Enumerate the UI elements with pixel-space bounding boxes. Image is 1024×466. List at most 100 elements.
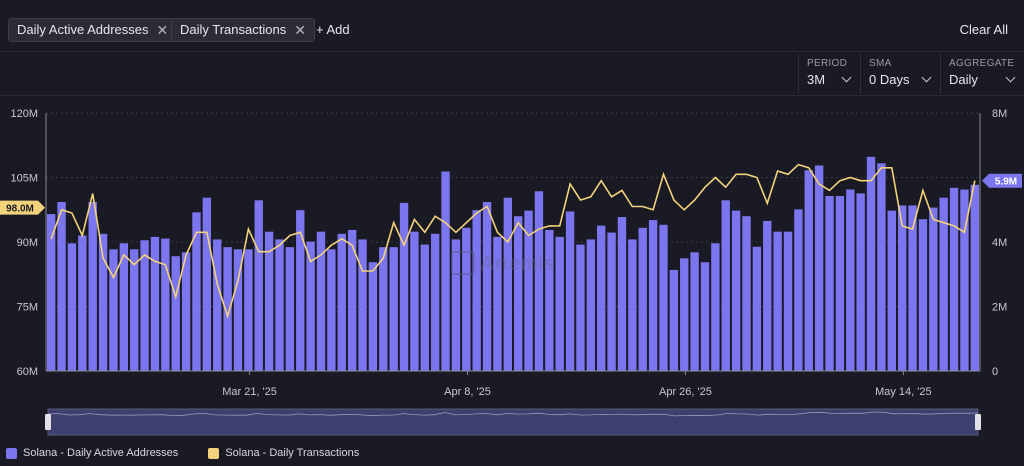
bar[interactable] — [171, 256, 180, 371]
bar[interactable] — [659, 224, 668, 371]
bar[interactable] — [960, 189, 969, 371]
bar[interactable] — [430, 233, 440, 371]
bar[interactable] — [98, 233, 108, 371]
bar[interactable] — [275, 239, 284, 371]
chip-daily-active-addresses[interactable]: Daily Active Addresses ✕ — [8, 18, 178, 42]
bar[interactable] — [119, 243, 129, 371]
bar[interactable] — [783, 231, 793, 371]
bar[interactable] — [472, 210, 481, 371]
bar[interactable] — [47, 214, 56, 371]
bar[interactable] — [690, 252, 699, 371]
bar[interactable] — [514, 216, 523, 371]
bar[interactable] — [410, 231, 419, 371]
legend-item-daily-transactions[interactable]: Solana - Daily Transactions — [208, 447, 359, 459]
bar[interactable] — [586, 239, 596, 371]
bar[interactable] — [721, 200, 730, 371]
bar[interactable] — [233, 249, 243, 371]
bar[interactable] — [327, 249, 336, 371]
bar[interactable] — [451, 239, 461, 371]
bar[interactable] — [856, 193, 865, 371]
bar[interactable] — [711, 243, 720, 371]
bar[interactable] — [254, 200, 263, 371]
bar[interactable] — [347, 229, 357, 371]
bar[interactable] — [140, 240, 149, 371]
bar[interactable] — [742, 216, 751, 371]
bar[interactable] — [534, 191, 544, 371]
bar[interactable] — [648, 220, 658, 371]
bar[interactable] — [296, 210, 305, 371]
bar[interactable] — [524, 210, 533, 371]
close-icon[interactable]: ✕ — [156, 22, 169, 38]
bar[interactable] — [109, 249, 118, 371]
bar[interactable] — [929, 207, 938, 371]
bar[interactable] — [161, 238, 170, 371]
navigator-left-handle[interactable] — [45, 414, 51, 430]
bar[interactable] — [949, 187, 959, 371]
bar[interactable] — [264, 231, 274, 371]
bar[interactable] — [482, 202, 492, 371]
bar[interactable] — [918, 219, 928, 371]
bar[interactable] — [887, 210, 896, 371]
aggregate-select[interactable]: AGGREGATE Daily — [940, 54, 1024, 94]
bar[interactable] — [57, 202, 66, 371]
bar[interactable] — [420, 244, 429, 371]
bar[interactable] — [462, 227, 471, 371]
bar[interactable] — [617, 217, 627, 371]
bar[interactable] — [78, 235, 87, 371]
bar[interactable] — [565, 211, 575, 371]
bar[interactable] — [731, 210, 741, 371]
period-select[interactable]: PERIOD 3M — [798, 54, 860, 94]
bar[interactable] — [316, 231, 326, 371]
bar[interactable] — [337, 233, 346, 371]
bar[interactable] — [908, 205, 917, 371]
bar[interactable] — [358, 239, 367, 371]
bar[interactable] — [877, 163, 886, 371]
bar[interactable] — [555, 236, 564, 371]
bar[interactable] — [150, 236, 160, 371]
bar[interactable] — [804, 170, 813, 371]
bar[interactable] — [67, 243, 77, 371]
bar[interactable] — [244, 249, 253, 371]
bar[interactable] — [607, 232, 616, 371]
bar[interactable] — [846, 189, 855, 371]
bar[interactable] — [638, 227, 647, 371]
bar[interactable] — [970, 184, 979, 371]
bar[interactable] — [493, 236, 502, 371]
bar[interactable] — [628, 239, 637, 371]
bar[interactable] — [379, 247, 388, 371]
bar[interactable] — [181, 252, 191, 371]
navigator-right-handle[interactable] — [975, 414, 981, 430]
bar[interactable] — [763, 220, 772, 371]
bar[interactable] — [866, 156, 876, 371]
bar[interactable] — [306, 241, 315, 371]
bar[interactable] — [202, 197, 212, 371]
chip-daily-transactions[interactable]: Daily Transactions ✕ — [171, 18, 315, 42]
bar[interactable] — [752, 246, 762, 371]
bar[interactable] — [669, 269, 679, 371]
bar[interactable] — [399, 202, 409, 371]
bar[interactable] — [835, 195, 845, 371]
bar[interactable] — [213, 239, 222, 371]
bar[interactable] — [680, 258, 689, 371]
bar[interactable] — [897, 205, 907, 371]
bar[interactable] — [389, 247, 398, 371]
legend-item-daily-active-addresses[interactable]: Solana - Daily Active Addresses — [6, 447, 178, 459]
close-icon[interactable]: ✕ — [294, 22, 306, 38]
bar[interactable] — [825, 195, 834, 371]
navigator-window[interactable] — [47, 408, 979, 436]
clear-all-button[interactable]: Clear All — [959, 22, 1008, 37]
bar[interactable] — [773, 231, 782, 371]
bar[interactable] — [794, 209, 803, 371]
bar[interactable] — [192, 212, 201, 371]
bar[interactable] — [285, 247, 295, 371]
bar[interactable] — [597, 225, 606, 371]
bar[interactable] — [545, 229, 554, 371]
bar[interactable] — [441, 171, 450, 371]
bar[interactable] — [223, 247, 232, 371]
sma-select[interactable]: SMA 0 Days — [860, 54, 940, 94]
add-metric-button[interactable]: + Add — [316, 22, 350, 37]
range-navigator[interactable] — [45, 408, 981, 436]
bar[interactable] — [814, 165, 824, 371]
bar[interactable] — [503, 197, 512, 371]
bar[interactable] — [939, 197, 948, 371]
